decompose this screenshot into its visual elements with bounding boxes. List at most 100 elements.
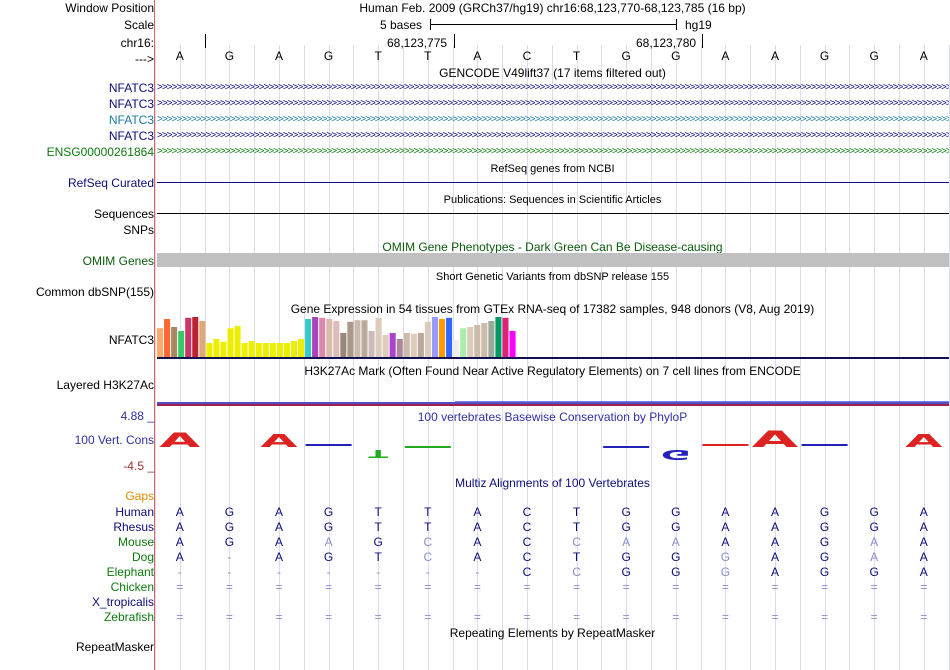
alignment-base: G	[323, 550, 334, 564]
alignment-base: A	[274, 535, 283, 549]
gtex-bar	[396, 339, 403, 357]
species-label-elephant[interactable]: Elephant	[106, 565, 154, 579]
gtex-bar	[481, 323, 488, 357]
species-label-x_tropicalis[interactable]: X_tropicalis	[91, 595, 154, 609]
gtex-bar	[227, 328, 234, 357]
refseq-feature-line[interactable]	[157, 182, 949, 183]
species-label-human[interactable]: Human	[115, 505, 154, 519]
alignment-base: =	[325, 580, 333, 594]
alignment-base: =	[176, 610, 184, 624]
gtex-bar	[213, 339, 220, 357]
gtex-bar	[389, 333, 396, 357]
phylop-title[interactable]: 100 vertebrates Basewise Conservation by…	[417, 410, 688, 424]
alignment-base: G	[869, 565, 879, 579]
gencode-feature-3[interactable]: >>>>>>>>>>>>>>>>>>>>>>>>>>>>>>>>>>>>>>>>…	[157, 114, 949, 125]
species-label-dog[interactable]: Dog	[131, 550, 154, 564]
alignment-base: A	[770, 505, 779, 519]
gtex-label[interactable]: NFATC3	[108, 333, 154, 347]
alignment-base: A	[721, 535, 730, 549]
repeatmasker-title[interactable]: Repeating Elements by RepeatMasker	[449, 626, 656, 640]
gtex-bar	[333, 321, 340, 357]
sequences-label[interactable]: Sequences	[93, 207, 154, 221]
gtex-bar	[354, 320, 361, 357]
alignment-base: C	[522, 565, 532, 579]
alignment-base: A	[274, 520, 283, 534]
omim-title[interactable]: OMIM Gene Phenotypes - Dark Green Can Be…	[382, 240, 723, 254]
alignment-base: -	[227, 550, 232, 564]
h3k27ac-title[interactable]: H3K27Ac Mark (Often Found Near Active Re…	[304, 364, 801, 378]
gtex-bar	[439, 319, 446, 357]
species-label-chicken[interactable]: Chicken	[110, 580, 154, 594]
gtex-title[interactable]: Gene Expression in 54 tissues from GTEx …	[290, 302, 815, 316]
species-label-rhesus[interactable]: Rhesus	[113, 520, 154, 534]
ruler-tick	[702, 34, 703, 48]
gtex-bar	[488, 321, 495, 357]
gencode-feature-2[interactable]: >>>>>>>>>>>>>>>>>>>>>>>>>>>>>>>>>>>>>>>>…	[157, 98, 949, 109]
gencode-label-nfatc3-2[interactable]: NFATC3	[108, 97, 154, 111]
ruler-tick	[205, 34, 206, 48]
omim-feature-bar[interactable]	[157, 253, 949, 267]
phylop-mark: A	[905, 430, 942, 451]
alignment-base: -	[425, 565, 430, 579]
ruler-tick	[454, 34, 455, 48]
alignment-base: A	[274, 550, 283, 564]
alignment-base: G	[819, 520, 830, 534]
alignment-base: =	[721, 580, 729, 594]
phylop-mark	[603, 446, 650, 448]
alignment-base: A	[274, 505, 283, 519]
gencode-label-nfatc3-4[interactable]: NFATC3	[108, 129, 154, 143]
alignment-base: A	[770, 565, 779, 579]
gencode-title[interactable]: GENCODE V49lift37 (17 items filtered out…	[439, 66, 666, 80]
phylop-label[interactable]: 100 Vert. Cons	[74, 433, 154, 447]
alignment-base: A	[473, 520, 482, 534]
alignment-base: A	[919, 535, 928, 549]
alignment-base: A	[721, 520, 730, 534]
omim-label[interactable]: OMIM Genes	[82, 254, 154, 268]
gencode-feature-1[interactable]: >>>>>>>>>>>>>>>>>>>>>>>>>>>>>>>>>>>>>>>>…	[157, 82, 949, 93]
gtex-bar	[255, 343, 262, 357]
alignment-base: T	[572, 520, 581, 534]
refseq-title[interactable]: RefSeq genes from NCBI	[490, 163, 615, 175]
gencode-feature-5[interactable]: >>>>>>>>>>>>>>>>>>>>>>>>>>>>>>>>>>>>>>>>…	[157, 146, 949, 157]
phylop-mark: A	[159, 429, 200, 452]
gaps-label[interactable]: Gaps	[125, 489, 154, 503]
species-label-mouse[interactable]: Mouse	[117, 535, 154, 549]
gencode-label-nfatc3-3[interactable]: NFATC3	[108, 113, 154, 127]
base-10: G	[621, 49, 631, 63]
alignment-base: G	[621, 520, 631, 534]
gtex-bar	[199, 321, 206, 357]
species-label-zebrafish[interactable]: Zebrafish	[103, 610, 154, 624]
alignment-base: =	[573, 610, 581, 624]
dbsnp-title[interactable]: Short Genetic Variants from dbSNP releas…	[435, 271, 670, 283]
publications-title[interactable]: Publications: Sequences in Scientific Ar…	[443, 194, 662, 206]
refseq-label[interactable]: RefSeq Curated	[67, 176, 154, 190]
gtex-bar	[431, 317, 438, 357]
gencode-label-ensg[interactable]: ENSG00000261864	[46, 145, 154, 159]
gtex-bar	[417, 333, 424, 357]
alignment-base: G	[671, 505, 681, 519]
alignment-base: A	[870, 535, 879, 549]
h3k27ac-label[interactable]: Layered H3K27Ac	[56, 378, 154, 392]
gtex-bar	[326, 319, 333, 357]
multiz-title[interactable]: Multiz Alignments of 100 Vertebrates	[455, 476, 650, 490]
alignment-base: T	[374, 505, 382, 519]
alignment-base: C	[522, 520, 532, 534]
base-15: G	[869, 49, 879, 63]
gtex-bar	[453, 340, 460, 357]
gencode-label-nfatc3-1[interactable]: NFATC3	[108, 81, 154, 95]
alignment-base: =	[573, 580, 581, 594]
publications-feature-line[interactable]	[157, 213, 949, 214]
alignment-base: =	[672, 610, 680, 624]
alignment-base: =	[821, 580, 829, 594]
alignment-base: =	[176, 580, 184, 594]
dbsnp-label[interactable]: Common dbSNP(155)	[35, 285, 154, 299]
gencode-feature-4[interactable]: >>>>>>>>>>>>>>>>>>>>>>>>>>>>>>>>>>>>>>>>…	[157, 130, 949, 141]
coord-label-2: 68,123,780	[636, 36, 697, 50]
phylop-mark: T	[368, 447, 388, 459]
alignment-base: G	[819, 550, 830, 564]
alignment-base: =	[721, 610, 729, 624]
snps-label[interactable]: SNPs	[123, 223, 154, 237]
repeatmasker-label[interactable]: RepeatMasker	[75, 640, 154, 654]
alignment-base: G	[720, 550, 731, 564]
base-14: G	[819, 49, 830, 63]
